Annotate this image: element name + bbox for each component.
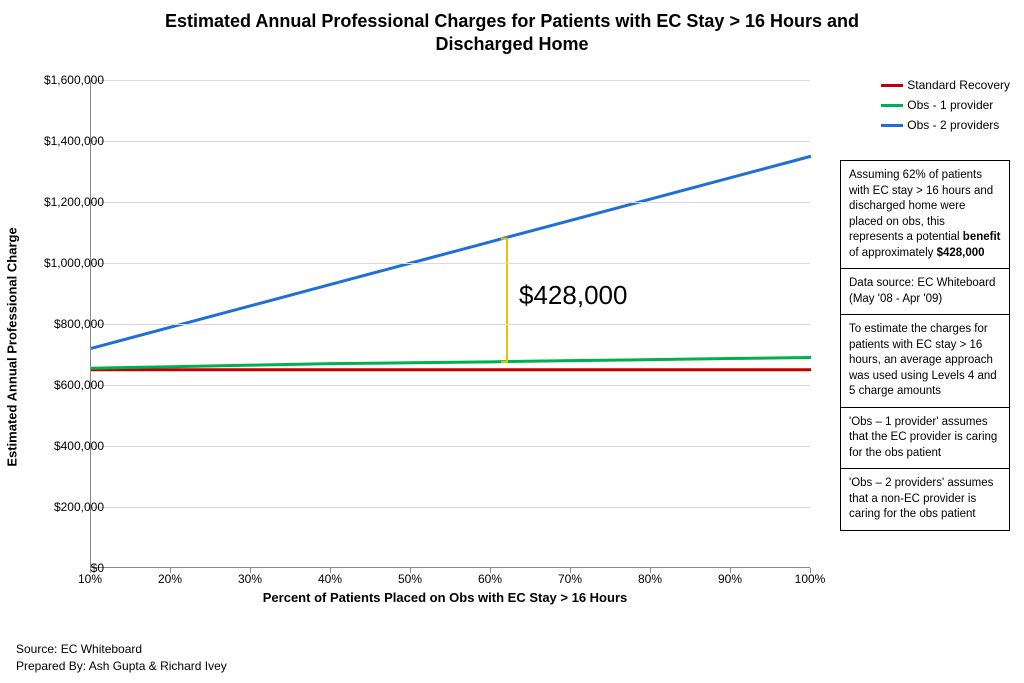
legend-item: Obs - 2 providers <box>881 118 1010 132</box>
legend-label: Obs - 2 providers <box>907 118 999 132</box>
info-section: Assuming 62% of patients with EC stay > … <box>841 161 1009 268</box>
info-box: Assuming 62% of patients with EC stay > … <box>840 160 1010 531</box>
y-tick-label: $200,000 <box>24 500 104 514</box>
x-tick-mark <box>810 568 811 573</box>
x-tick-label: 100% <box>795 572 826 586</box>
gridline <box>91 385 810 386</box>
x-axis-title: Percent of Patients Placed on Obs with E… <box>263 590 627 605</box>
y-tick-label: $1,400,000 <box>24 134 104 148</box>
x-tick-label: 80% <box>638 572 662 586</box>
legend-swatch <box>881 84 903 87</box>
plot-area: $428,000 <box>90 80 810 568</box>
footer-prepared: Prepared By: Ash Gupta & Richard Ivey <box>16 658 227 675</box>
x-tick-label: 30% <box>238 572 262 586</box>
legend-label: Obs - 1 provider <box>907 98 993 112</box>
callout-label: $428,000 <box>519 280 627 311</box>
footer-source: Source: EC Whiteboard <box>16 641 227 658</box>
chart-title-line2: Discharged Home <box>0 33 1024 56</box>
gridline <box>91 446 810 447</box>
legend-item: Obs - 1 provider <box>881 98 1010 112</box>
x-tick-label: 90% <box>718 572 742 586</box>
legend: Standard Recovery Obs - 1 provider Obs - 2… <box>881 78 1010 138</box>
series-line <box>91 358 811 369</box>
gridline <box>91 202 810 203</box>
chart-title: Estimated Annual Professional Charges fo… <box>0 0 1024 57</box>
legend-swatch <box>881 124 903 127</box>
x-tick-mark <box>490 568 491 573</box>
gridline <box>91 507 810 508</box>
gridline <box>91 324 810 325</box>
x-tick-label: 20% <box>158 572 182 586</box>
gridline <box>91 263 810 264</box>
footer: Source: EC Whiteboard Prepared By: Ash G… <box>16 641 227 675</box>
legend-label: Standard Recovery <box>907 78 1010 92</box>
legend-swatch <box>881 104 903 107</box>
x-tick-mark <box>650 568 651 573</box>
x-tick-mark <box>250 568 251 573</box>
info-section: 'Obs – 1 provider' assumes that the EC p… <box>841 408 1009 469</box>
callout-bracket <box>501 239 507 362</box>
info-section: Data source: EC Whiteboard (May '08 - Ap… <box>841 269 1009 314</box>
info-section: To estimate the charges for patients wit… <box>841 315 1009 407</box>
y-tick-label: $800,000 <box>24 317 104 331</box>
x-tick-mark <box>90 568 91 573</box>
x-tick-mark <box>730 568 731 573</box>
x-tick-mark <box>330 568 331 573</box>
x-tick-label: 70% <box>558 572 582 586</box>
y-tick-label: $600,000 <box>24 378 104 392</box>
y-tick-label: $400,000 <box>24 439 104 453</box>
gridline <box>91 141 810 142</box>
gridline <box>91 80 810 81</box>
chart-title-line1: Estimated Annual Professional Charges fo… <box>0 10 1024 33</box>
y-tick-label: $1,200,000 <box>24 195 104 209</box>
y-tick-label: $1,600,000 <box>24 73 104 87</box>
y-tick-label: $1,000,000 <box>24 256 104 270</box>
y-axis-title: Estimated Annual Professional Charge <box>5 227 20 466</box>
x-tick-mark <box>570 568 571 573</box>
info-section: 'Obs – 2 providers' assumes that a non-E… <box>841 469 1009 530</box>
legend-item: Standard Recovery <box>881 78 1010 92</box>
x-tick-mark <box>170 568 171 573</box>
series-line <box>91 156 811 348</box>
x-tick-label: 60% <box>478 572 502 586</box>
x-tick-label: 50% <box>398 572 422 586</box>
x-tick-mark <box>410 568 411 573</box>
x-tick-label: 40% <box>318 572 342 586</box>
x-tick-label: 10% <box>78 572 102 586</box>
chart-container: Estimated Annual Professional Charge Per… <box>60 72 830 622</box>
